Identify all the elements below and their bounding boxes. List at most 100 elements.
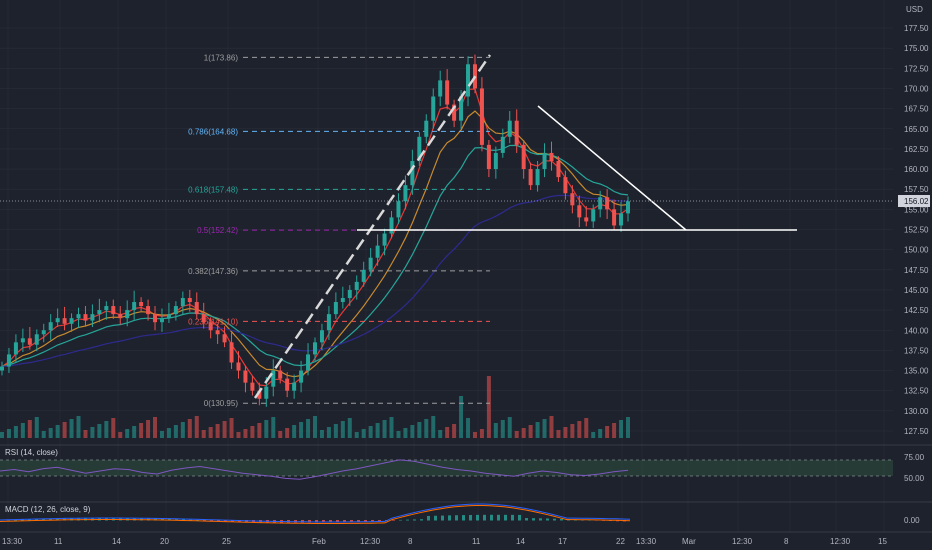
volume-bar [619,420,624,438]
time-tick-label: 12:30 [732,537,753,546]
volume-bar [403,428,408,438]
volume-bar [201,430,206,438]
volume-bar [250,426,255,438]
candle-body [382,233,387,246]
candle-body [396,201,401,218]
candle-body [354,281,359,290]
fib-level-label: 0.5(152.42) [197,226,238,235]
fib-level-label: 0.786(164.68) [188,127,238,136]
volume-bar [556,430,561,438]
volume-bars [0,376,630,438]
volume-bar [180,422,185,438]
candle-body [55,318,60,323]
candle-body [271,370,276,387]
fibonacci-retracement[interactable]: 1(173.86) 0.786(164.68) 0.618(157.48) 0.5(1… [188,53,490,408]
volume-bar [313,416,317,438]
candle-body [514,120,519,145]
volume-bar [139,423,144,438]
candle-body [104,306,109,311]
volume-bar [570,424,575,438]
candle-body [132,302,137,311]
volume-bar [69,419,74,438]
fib-level-label: 0.236(141.10) [188,317,238,326]
volume-bar [236,432,241,438]
volume-bar [612,423,617,438]
volume-bar [591,432,596,438]
volume-bar [577,421,582,438]
candle-body [431,96,436,121]
volume-bar [264,420,269,438]
candle-body [118,314,123,319]
macd-pane[interactable]: MACD (12, 26, close, 9) 0.00 [0,503,920,525]
volume-bar [34,417,39,438]
fib-level-label: 1(173.86) [204,53,239,62]
time-tick-label: 22 [616,537,625,546]
candle-body [187,298,192,303]
volume-bar [361,429,366,438]
volume-bar [445,427,450,438]
candle-body [626,201,630,214]
candle-body [333,302,338,315]
candle-body [76,314,81,319]
candle-body [250,382,255,391]
candle-body [605,197,610,210]
volume-bar [299,422,304,438]
time-axis[interactable]: 13:30 11 14 20 25 Feb 12:30 8 11 14 17 22 13:30 Mar 12… [2,537,887,546]
candle-body [549,152,554,161]
candle-body [542,152,547,170]
volume-bar [208,427,213,438]
candle-body [194,302,199,315]
candle-body [48,322,53,331]
price-tick-label: 177.50 [904,24,929,33]
price-tick-label: 175.00 [904,44,929,53]
candle-body [500,136,505,153]
candle-body [159,318,164,323]
volume-bar [306,419,311,438]
time-tick-label: 14 [112,537,121,546]
candle-body [389,217,394,234]
candle-body [486,144,491,170]
candle-body [452,104,457,121]
volume-bar [62,422,67,438]
volume-bar [104,421,109,438]
time-tick-label: 13:30 [2,537,23,546]
volume-bar [598,429,603,438]
volume-bar [542,419,547,438]
volume-bar [118,432,123,438]
volume-bar [431,416,436,438]
descending-trendline[interactable] [537,105,687,231]
price-tick-label: 145.00 [904,286,929,295]
volume-bar [326,427,331,438]
signal-line [0,505,631,524]
macd-title: MACD (12, 26, close, 9) [5,505,91,514]
price-tick-label: 152.50 [904,226,929,235]
volume-bar [41,431,46,438]
volume-bar [347,418,352,438]
volume-bar [417,422,422,438]
rsi-pane[interactable]: RSI (14, close) 75.00 50.00 [0,448,925,483]
rsi-line [0,459,629,480]
price-axis[interactable]: USD 177.50 175.00 172.50 170.00 167.50 165.00… [904,5,929,436]
candle-body [563,177,568,194]
candle-body [222,334,227,343]
drawings[interactable] [253,54,797,399]
volume-bar [20,423,25,438]
candle-body [535,169,540,186]
price-tick-label: 150.00 [904,246,929,255]
rsi-title: RSI (14, close) [5,448,58,457]
candle-body [166,314,171,319]
volume-bar [187,419,192,438]
candle-body [306,354,311,371]
volume-bar [111,418,116,438]
current-price-value: 156.02 [904,197,929,206]
fib-trend-line[interactable] [253,54,492,399]
volume-bar [222,421,227,438]
volume-bar [375,423,380,438]
volume-bar [410,425,415,438]
candle-body [319,330,324,343]
candle-body [445,80,450,105]
volume-bar [563,427,568,438]
candle-body [285,378,290,391]
candle-body [229,342,234,363]
